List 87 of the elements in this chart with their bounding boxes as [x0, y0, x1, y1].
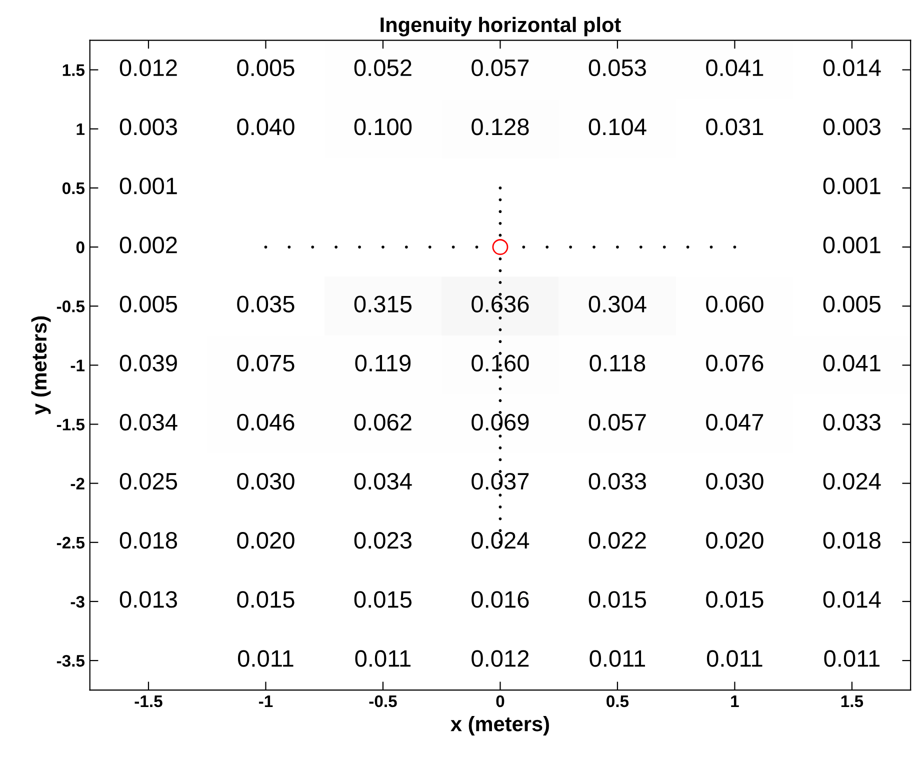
data-label: 0.020 — [706, 532, 764, 549]
data-label: 0.002 — [120, 236, 177, 254]
data-label: 0.039 — [120, 354, 177, 372]
data-label: 0.047 — [706, 414, 764, 431]
data-label: 0.053 — [588, 59, 646, 76]
data-label: 0.003 — [120, 118, 177, 136]
data-label: 0.011 — [355, 650, 410, 667]
y-tick-label: -1.5 — [56, 418, 85, 430]
y-axis-title: y (meters) — [31, 316, 51, 415]
y-tick-label: 0 — [76, 241, 84, 254]
data-label: 0.046 — [237, 414, 294, 431]
y-tick-label: -2.5 — [56, 536, 85, 549]
y-tick-label: 1.5 — [62, 64, 85, 76]
data-label: 0.069 — [472, 414, 529, 431]
data-label: 0.041 — [706, 59, 764, 76]
data-label: 0.014 — [823, 591, 881, 608]
data-label: 0.001 — [120, 178, 177, 194]
data-label: 0.034 — [354, 472, 412, 490]
data-label: 0.015 — [354, 591, 412, 608]
data-label: 0.012 — [120, 59, 177, 76]
data-label: 0.119 — [355, 354, 411, 372]
data-label: 0.033 — [823, 414, 880, 431]
chart-title: Ingenuity horizontal plot — [380, 16, 621, 36]
data-label: 0.060 — [706, 296, 764, 312]
data-label: 0.015 — [706, 591, 764, 608]
x-tick-label: -0.5 — [369, 695, 397, 708]
data-label: 0.022 — [588, 532, 646, 549]
data-label: 0.020 — [237, 532, 294, 549]
data-label: 0.160 — [472, 354, 529, 372]
data-label: 0.011 — [824, 650, 880, 667]
data-label: 0.315 — [354, 296, 412, 312]
data-label: 0.005 — [823, 296, 881, 312]
data-label: 0.030 — [237, 472, 294, 490]
x-tick-label: 0 — [496, 695, 504, 708]
data-label: 0.025 — [120, 472, 178, 490]
data-label: 0.005 — [120, 296, 178, 312]
data-label: 0.014 — [823, 59, 881, 76]
y-tick-label: -2 — [70, 478, 84, 490]
data-label: 0.023 — [354, 532, 412, 549]
data-label: 0.076 — [706, 354, 764, 372]
data-label: 0.031 — [706, 118, 764, 136]
y-tick-label: -3 — [70, 596, 84, 608]
data-label: 0.128 — [472, 118, 529, 136]
data-label: 0.011 — [590, 650, 645, 667]
data-label: 0.001 — [823, 178, 880, 194]
x-tick-label: -1 — [258, 696, 273, 708]
data-label: 0.035 — [237, 296, 294, 312]
data-label: 0.005 — [237, 59, 294, 76]
data-label: 0.057 — [472, 59, 529, 76]
data-label: 0.011 — [238, 650, 294, 667]
y-tick-label: 1 — [76, 123, 85, 135]
data-label: 0.018 — [120, 532, 178, 549]
data-label: 0.100 — [354, 118, 412, 136]
data-label: 0.015 — [588, 591, 646, 608]
data-label: 0.636 — [472, 296, 529, 312]
data-label: 0.057 — [588, 414, 646, 431]
data-label: 0.304 — [588, 296, 646, 312]
data-label: 0.104 — [588, 118, 646, 136]
data-label: 0.018 — [823, 532, 880, 549]
data-label: 0.030 — [706, 472, 764, 490]
y-tick-label: 0.5 — [62, 182, 85, 194]
data-label: 0.011 — [706, 650, 762, 667]
data-label: 0.012 — [472, 650, 529, 667]
data-label: 0.041 — [823, 354, 880, 372]
data-label: 0.040 — [237, 118, 294, 136]
data-label: 0.001 — [823, 236, 880, 254]
x-axis-title: x (meters) — [450, 716, 549, 736]
data-label: 0.118 — [590, 354, 646, 372]
x-tick-label: 1.5 — [841, 696, 864, 708]
x-tick-label: 1 — [731, 696, 739, 708]
data-label: 0.075 — [237, 354, 294, 372]
y-tick-label: -1 — [70, 360, 85, 372]
data-label: 0.052 — [354, 59, 412, 76]
data-label: 0.024 — [472, 532, 530, 549]
data-label: 0.034 — [120, 414, 178, 431]
data-label: 0.015 — [237, 591, 294, 608]
data-label: 0.003 — [823, 118, 880, 136]
y-tick-label: -0.5 — [56, 300, 85, 312]
y-tick-label: -3.5 — [56, 654, 85, 667]
data-label: 0.024 — [823, 472, 881, 490]
data-label: 0.033 — [588, 472, 646, 490]
data-label: 0.013 — [120, 591, 177, 608]
data-label: 0.062 — [354, 414, 412, 431]
data-label: 0.016 — [472, 591, 529, 608]
x-tick-label: 0.5 — [606, 695, 629, 708]
x-tick-label: -1.5 — [134, 696, 162, 708]
data-label: 0.037 — [472, 472, 529, 490]
